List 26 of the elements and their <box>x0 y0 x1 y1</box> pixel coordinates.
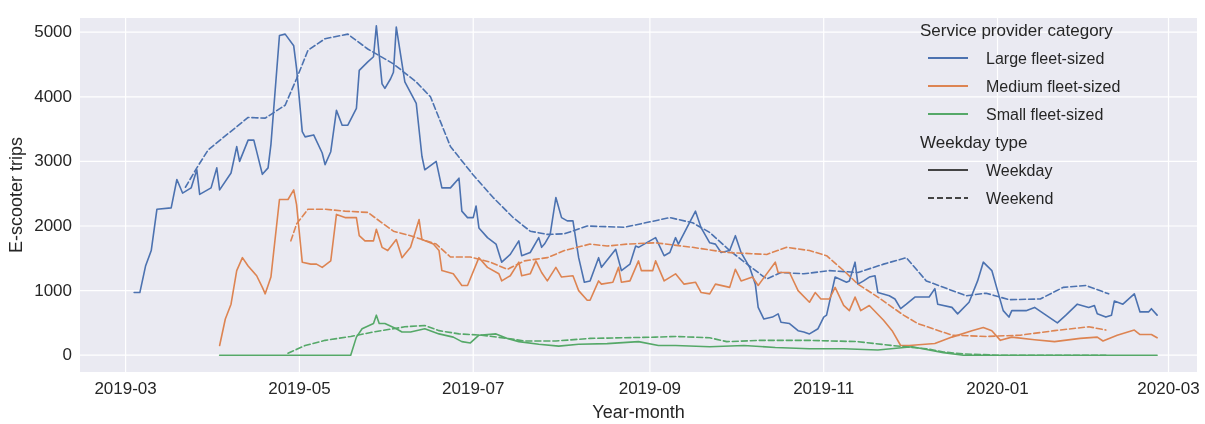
x-tick-label: 2019-07 <box>442 379 505 398</box>
y-tick-label: 0 <box>62 345 72 365</box>
annotation: Weekday <box>986 162 1053 179</box>
line-series <box>218 314 1158 356</box>
x-axis-title: Year-month <box>592 402 685 422</box>
annotation: Weekend <box>986 190 1054 207</box>
y-tick-label: 4000 <box>34 86 72 106</box>
y-axis-title: E-scooter trips <box>6 136 26 254</box>
annotation: Weekday type <box>920 133 1028 152</box>
legend-label: Medium fleet-sized <box>986 78 1121 95</box>
x-tick-label: 2020-01 <box>966 379 1029 398</box>
legend-label: Large fleet-sized <box>986 50 1105 67</box>
legend-label: Small fleet-sized <box>986 106 1104 123</box>
y-tick-label: 2000 <box>34 216 72 236</box>
y-tick-label: 1000 <box>34 280 72 300</box>
x-tick-label: 2019-05 <box>268 379 331 398</box>
line-series <box>290 208 1107 338</box>
x-tick-label: 2020-03 <box>1137 379 1200 398</box>
line-series <box>218 189 1158 347</box>
legend-title: Service provider category <box>920 21 1114 40</box>
x-tick-label: 2019-09 <box>618 379 682 398</box>
x-tick-label: 2019-11 <box>793 379 855 398</box>
line-series <box>133 24 1158 335</box>
y-tick-label: 5000 <box>34 22 72 42</box>
y-tick-label: 3000 <box>34 151 72 171</box>
x-tick-label: 2019-03 <box>94 379 157 398</box>
